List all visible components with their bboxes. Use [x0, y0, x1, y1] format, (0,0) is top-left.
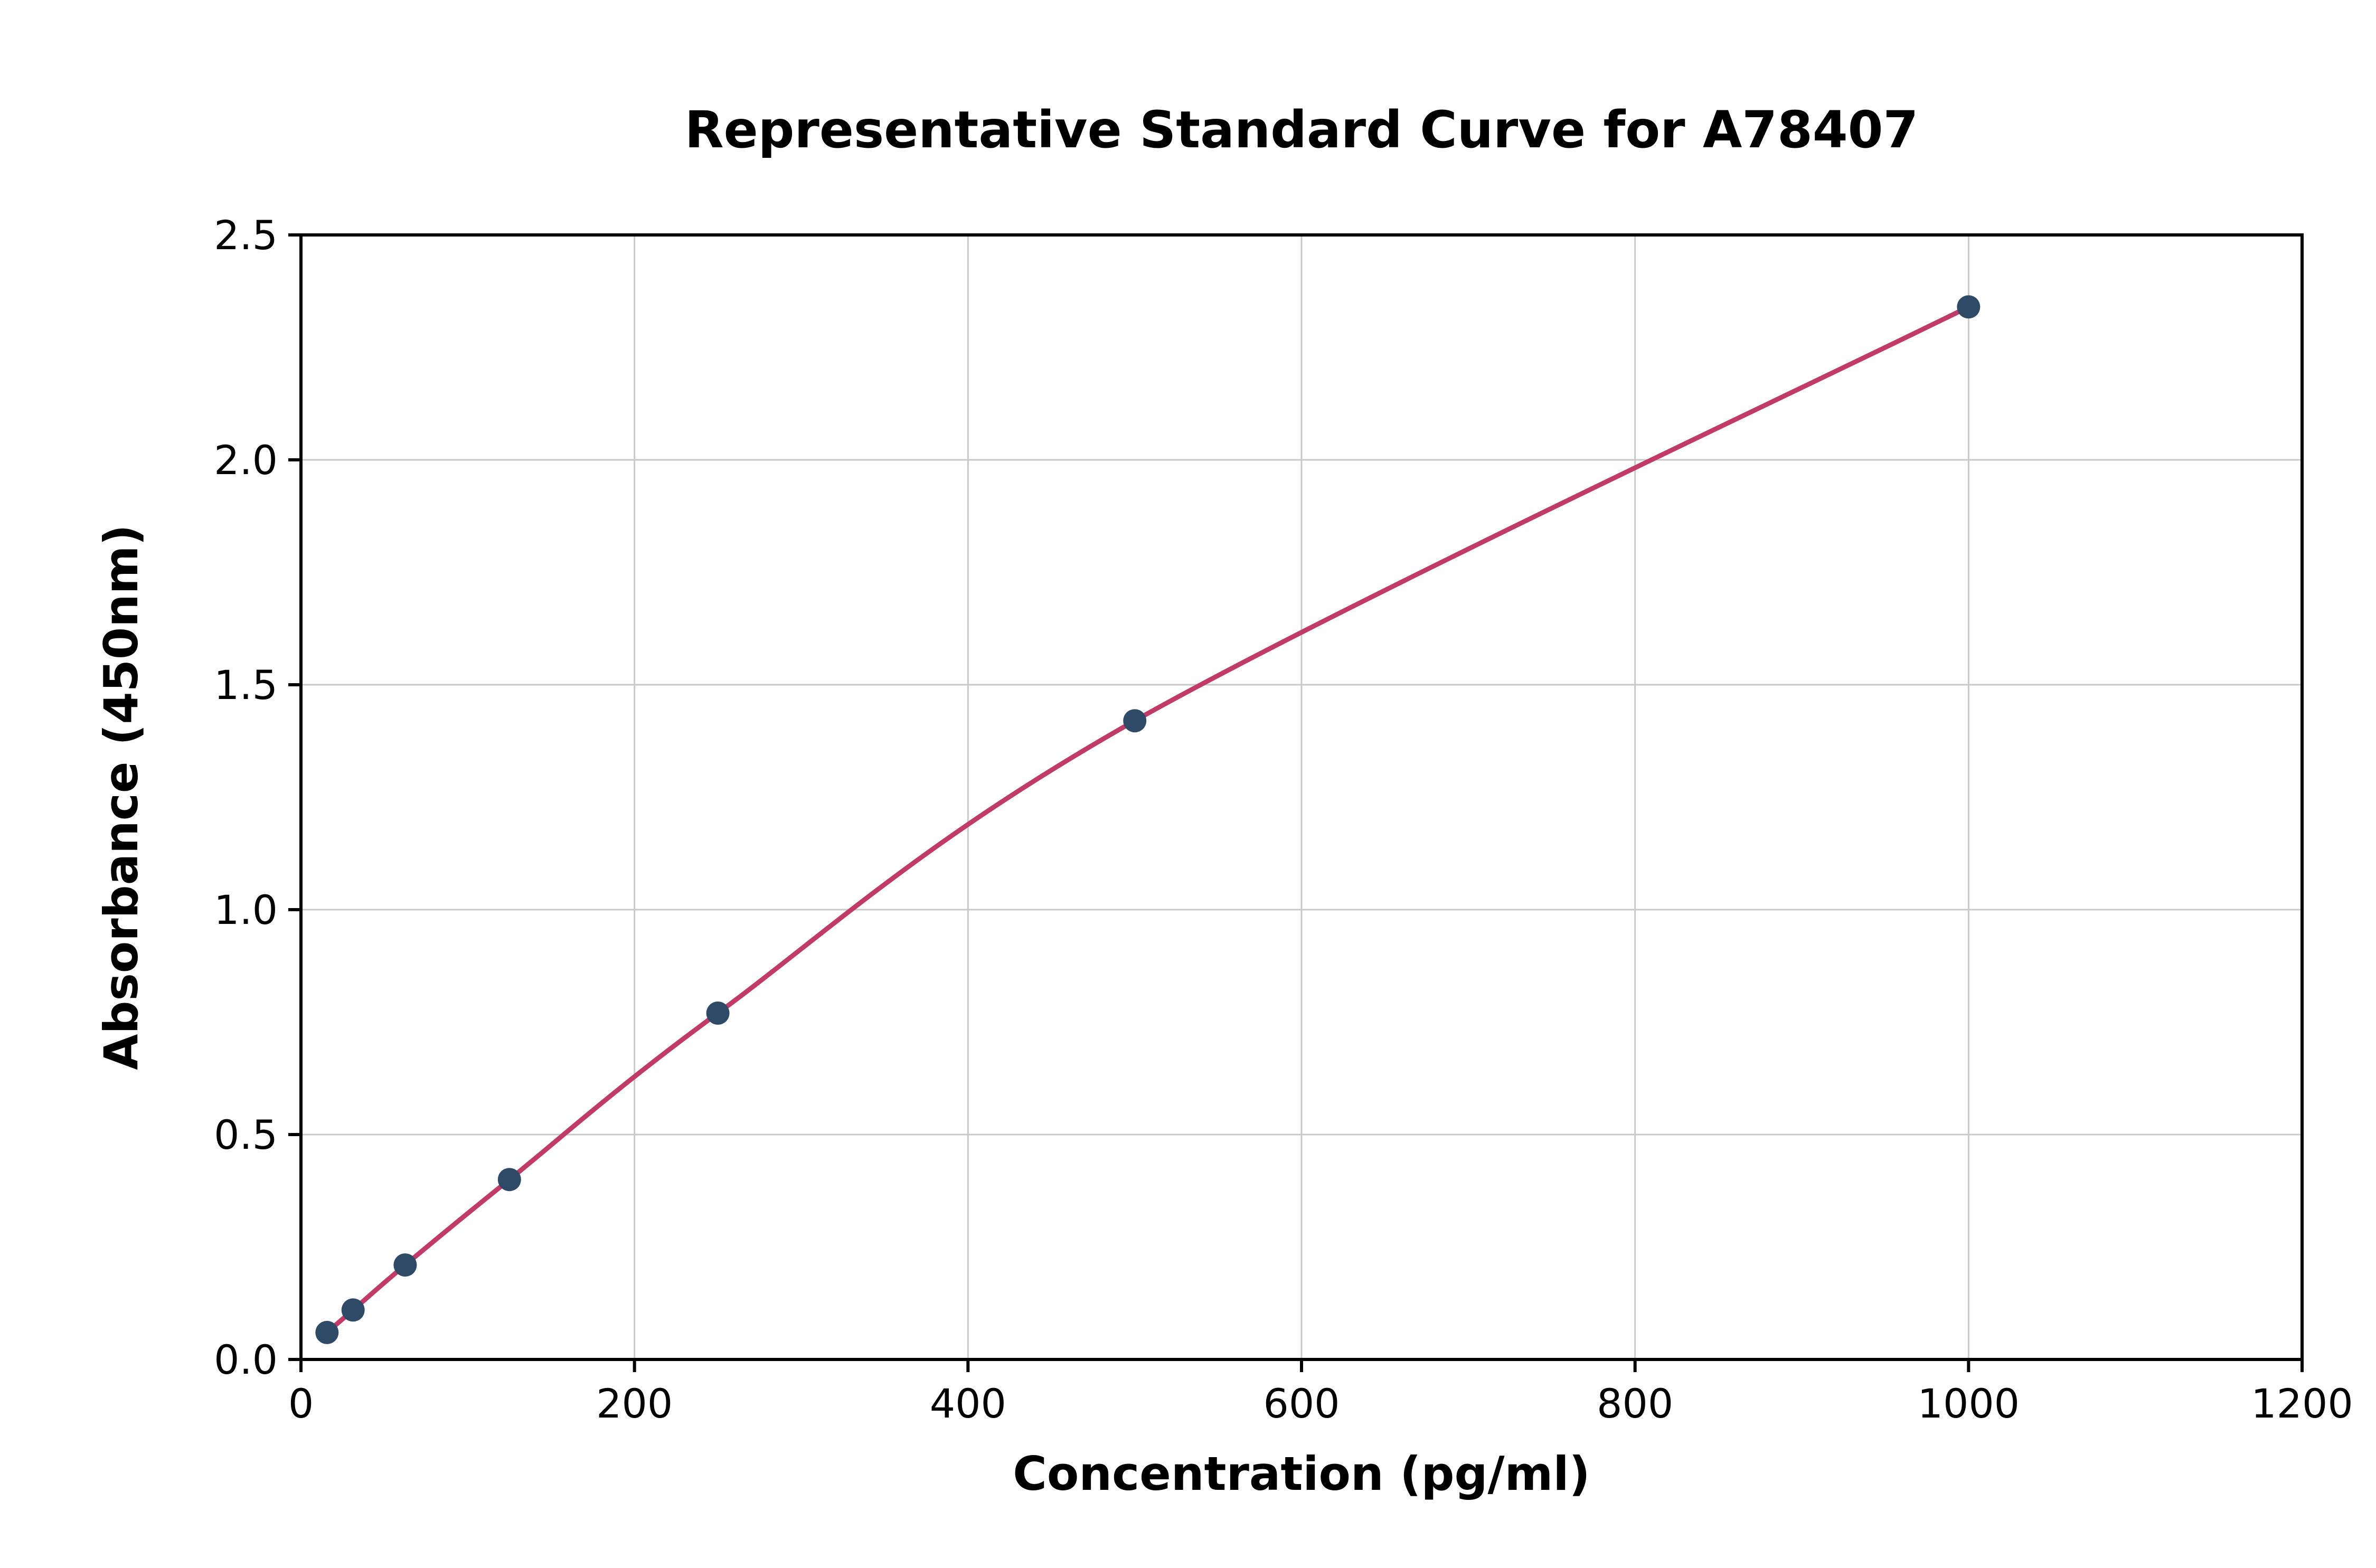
- x-tick-label: 400: [930, 1380, 1006, 1427]
- standard-curve-line: [324, 304, 1971, 1335]
- data-point: [1123, 709, 1147, 733]
- x-tick-label: 0: [288, 1380, 314, 1427]
- data-point: [341, 1298, 365, 1322]
- y-tick-label: 2.5: [214, 212, 278, 259]
- data-point: [393, 1253, 417, 1277]
- x-tick-label: 1000: [1918, 1380, 2020, 1427]
- y-tick-label: 0.5: [214, 1111, 278, 1158]
- y-tick-label: 1.5: [214, 662, 278, 709]
- y-axis-label: Absorbance (450nm): [94, 524, 148, 1070]
- chart-title: Representative Standard Curve for A78407: [684, 100, 1919, 159]
- y-tick-label: 1.0: [214, 886, 278, 933]
- y-tick-label: 2.0: [214, 437, 278, 484]
- x-tick-label: 200: [596, 1380, 673, 1427]
- data-point: [315, 1320, 339, 1344]
- data-point: [706, 1002, 730, 1025]
- x-tick-label: 800: [1597, 1380, 1673, 1427]
- x-tick-label: 1200: [2251, 1380, 2353, 1427]
- x-tick-label: 600: [1263, 1380, 1340, 1427]
- y-tick-label: 0.0: [214, 1336, 278, 1383]
- x-axis-label: Concentration (pg/ml): [1013, 1447, 1590, 1501]
- data-point: [1957, 295, 1981, 319]
- data-point: [497, 1168, 521, 1192]
